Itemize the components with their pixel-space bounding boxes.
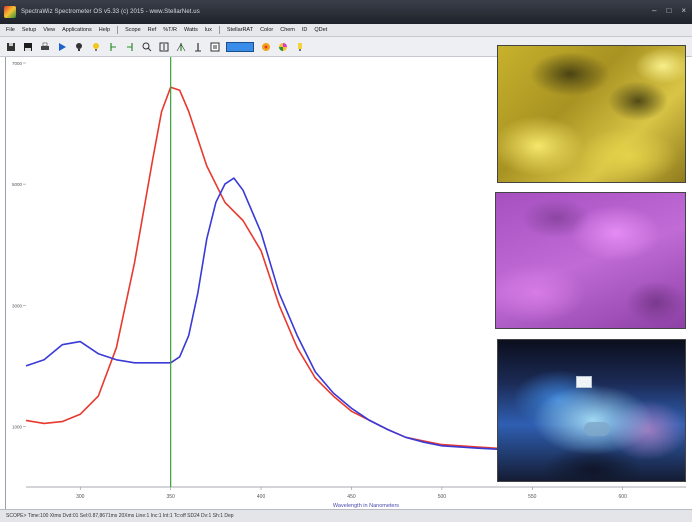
x-tick-label: 500 [438, 494, 447, 500]
menu-qdet[interactable]: QDet [314, 27, 328, 33]
window-title: SpectraWiz Spectrometer OS v5.33 (c) 201… [21, 9, 200, 15]
menu-watts[interactable]: Watts [183, 27, 198, 33]
print-icon[interactable] [39, 41, 51, 53]
lightbulb-yellow-icon[interactable] [90, 41, 102, 53]
minimize-button[interactable]: – [652, 6, 657, 15]
x-tick-label: 400 [257, 494, 266, 500]
x-axis-label: Wavelength in Nanometers [333, 503, 399, 509]
series-line-0 [25, 86, 687, 457]
scope-mode-icon[interactable] [226, 41, 254, 52]
status-text: SCOPE> Time:100 Xtms Dvd:01 Sel:0.87,867… [6, 513, 234, 519]
x-tick-label: 350 [166, 494, 175, 500]
menu-applications[interactable]: Applications [62, 27, 92, 33]
uv-banknote-photo [497, 339, 686, 482]
purple-fluorescence-photo [495, 192, 686, 329]
menu-tr[interactable]: %T/R [163, 27, 177, 33]
lightbulb-icon[interactable] [73, 41, 85, 53]
marker-right-icon[interactable] [124, 41, 136, 53]
menu-color[interactable]: Color [260, 27, 274, 33]
menu-separator [218, 26, 220, 34]
y-tick-label: 3000 [12, 303, 23, 308]
maximize-button[interactable]: □ [666, 6, 672, 15]
peak-up-icon[interactable] [192, 41, 204, 53]
spectrum-chart[interactable]: 300 350 400 450 500 550 600 1000 3000 5000 7000 Wav… [6, 57, 692, 509]
x-tick-label: 550 [528, 494, 537, 500]
palette-icon[interactable] [260, 41, 272, 53]
statusbar: SCOPE> Time:100 Xtms Dvd:01 Sel:0.87,867… [0, 509, 692, 522]
disk-icon[interactable] [22, 41, 34, 53]
zoom-icon[interactable] [141, 41, 153, 53]
menu-file[interactable]: File [6, 27, 15, 33]
marker-left-icon[interactable] [107, 41, 119, 53]
bulb-small-icon[interactable] [294, 41, 306, 53]
menu-view[interactable]: View [43, 27, 56, 33]
menu-ref[interactable]: Ref [147, 27, 157, 33]
menu-lux[interactable]: lux [204, 27, 212, 33]
close-button[interactable]: × [681, 6, 686, 15]
series-line-1 [25, 177, 687, 457]
app-icon [4, 6, 16, 18]
menu-help[interactable]: Help [98, 27, 111, 33]
peak-icon[interactable] [175, 41, 187, 53]
card-highlight [576, 376, 592, 388]
hand-shape [584, 422, 610, 436]
menu-separator [117, 26, 119, 34]
window-controls: – □ × [652, 6, 686, 16]
yellow-fluorescence-photo [497, 45, 686, 183]
y-tick-label: 7000 [12, 61, 23, 66]
menubar: File Setup View Applications Help Scope … [0, 24, 692, 37]
menu-setup[interactable]: Setup [21, 27, 37, 33]
x-tick-label: 450 [347, 494, 356, 500]
save-icon[interactable] [5, 41, 17, 53]
x-tick-label: 600 [619, 494, 628, 500]
color-wheel-icon[interactable] [277, 41, 289, 53]
window-titlebar: SpectraWiz Spectrometer OS v5.33 (c) 201… [0, 0, 692, 24]
x-tick-label: 300 [76, 494, 85, 500]
play-icon[interactable] [56, 41, 68, 53]
menu-chem[interactable]: Chem [280, 27, 295, 33]
menu-id[interactable]: ID [301, 27, 308, 33]
zoom-out-icon[interactable] [158, 41, 170, 53]
menu-stellarrat[interactable]: StellarRAT [226, 27, 254, 33]
y-tick-label: 1000 [12, 424, 23, 429]
copy-icon[interactable] [209, 41, 221, 53]
menu-scope[interactable]: Scope [125, 27, 141, 33]
y-tick-label: 5000 [12, 182, 23, 187]
